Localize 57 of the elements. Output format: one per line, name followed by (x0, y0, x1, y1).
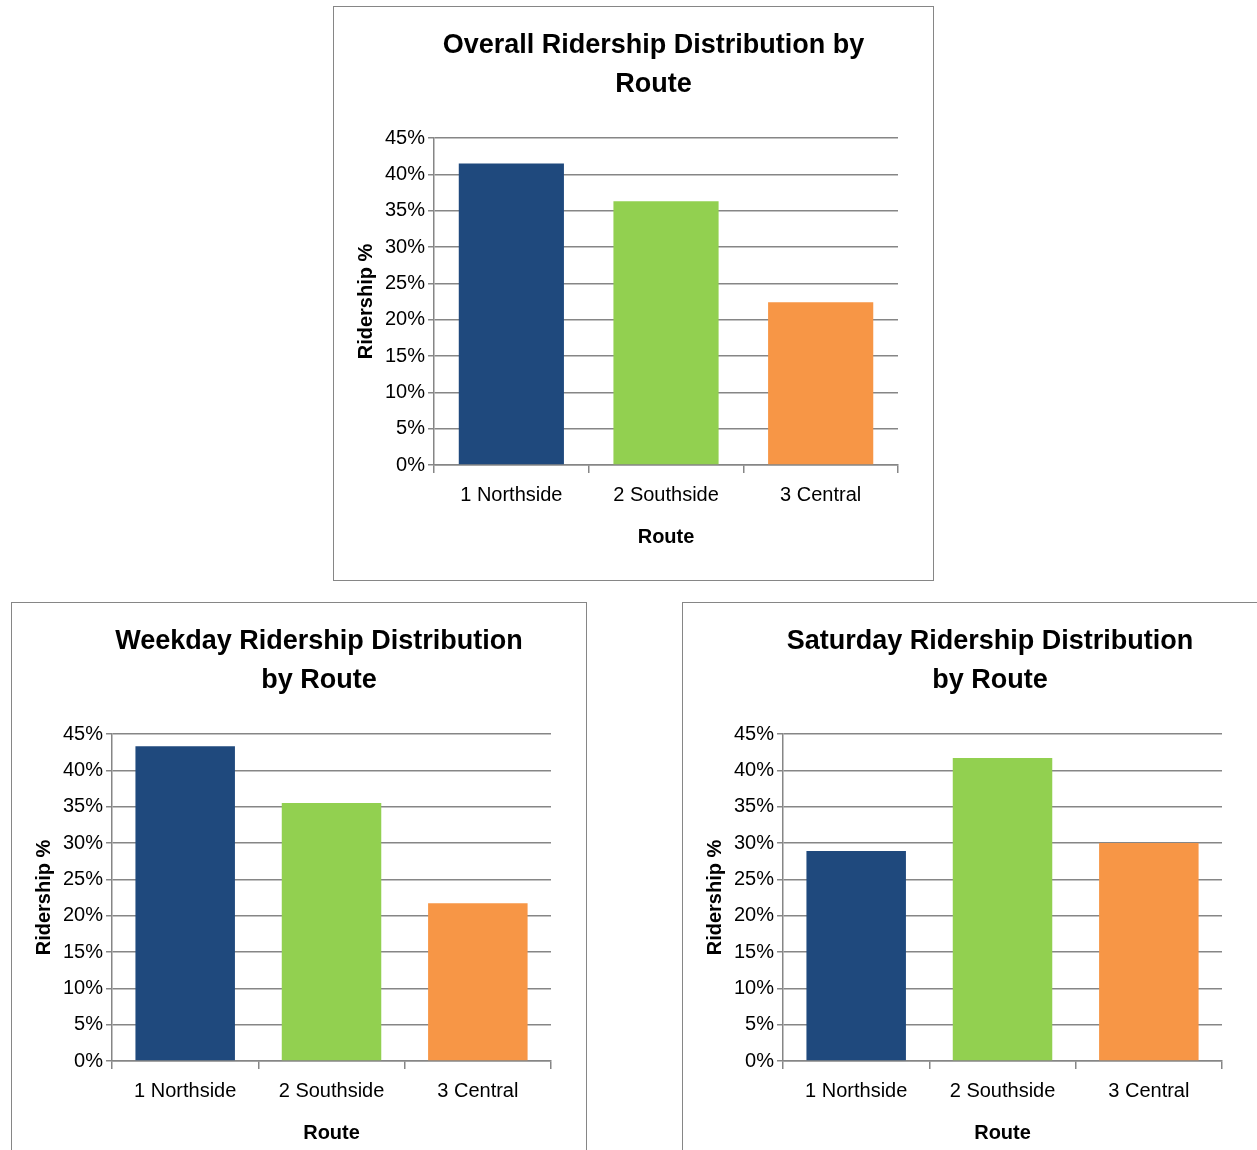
y-tick-label: 45% (734, 721, 775, 744)
x-tick-label: 1 Northside (460, 482, 563, 505)
y-axis-title: Ridership % (353, 243, 376, 360)
y-tick-label: 25% (385, 270, 426, 293)
y-axis-title: Ridership % (702, 839, 725, 956)
x-tick-label: 2 Southside (949, 1078, 1056, 1101)
x-tick-label: 3 Central (1108, 1078, 1190, 1101)
x-tick-label: 3 Central (780, 482, 862, 505)
x-tick-label: 2 Southside (613, 482, 719, 505)
x-tick-label: 1 Northside (134, 1078, 237, 1101)
x-tick-label: 2 Southside (278, 1078, 385, 1101)
y-tick-label: 15% (734, 939, 775, 962)
bar (1099, 843, 1199, 1061)
chart-title: Weekday Ridership Distribution by Route (114, 624, 524, 696)
y-tick-label: 35% (734, 794, 775, 817)
bar (613, 201, 719, 465)
y-tick-label: 40% (385, 161, 426, 184)
x-axis-title: Route (974, 1120, 1031, 1143)
y-tick-label: 30% (734, 830, 775, 853)
y-tick-label: 15% (63, 939, 104, 962)
bar (281, 803, 382, 1061)
bar (135, 746, 235, 1061)
bar (952, 757, 1053, 1061)
y-tick-label: 20% (63, 903, 104, 926)
y-tick-label: 10% (63, 975, 104, 998)
y-tick-label: 45% (385, 125, 426, 148)
y-tick-label: 25% (63, 866, 104, 889)
bar (458, 163, 564, 465)
y-tick-label: 10% (385, 379, 426, 402)
bar (768, 302, 874, 465)
y-tick-label: 0% (74, 1048, 104, 1071)
y-axis-title: Ridership % (31, 839, 54, 956)
y-tick-label: 35% (63, 794, 104, 817)
y-tick-label: 0% (396, 452, 426, 475)
x-axis-title: Route (303, 1120, 360, 1143)
bar (806, 850, 906, 1061)
y-tick-label: 30% (385, 234, 426, 257)
y-tick-label: 30% (63, 830, 104, 853)
y-tick-label: 20% (385, 307, 426, 330)
y-tick-label: 15% (385, 343, 426, 366)
y-tick-label: 25% (734, 866, 775, 889)
y-tick-label: 40% (734, 757, 775, 780)
y-tick-label: 5% (396, 416, 426, 439)
y-tick-label: 10% (734, 975, 775, 998)
chart-title: Saturday Ridership Distribution by Route (785, 624, 1195, 696)
y-tick-label: 5% (74, 1012, 104, 1035)
x-tick-label: 1 Northside (805, 1078, 908, 1101)
chart-title: Overall Ridership Distribution by Route (441, 28, 866, 100)
x-axis-title: Route (637, 524, 695, 547)
y-tick-label: 40% (63, 757, 104, 780)
x-tick-label: 3 Central (437, 1078, 519, 1101)
y-tick-label: 20% (734, 903, 775, 926)
y-tick-label: 0% (745, 1048, 775, 1071)
bar (428, 903, 528, 1061)
y-tick-label: 35% (385, 198, 426, 221)
y-tick-label: 5% (745, 1012, 775, 1035)
y-tick-label: 45% (63, 721, 104, 744)
